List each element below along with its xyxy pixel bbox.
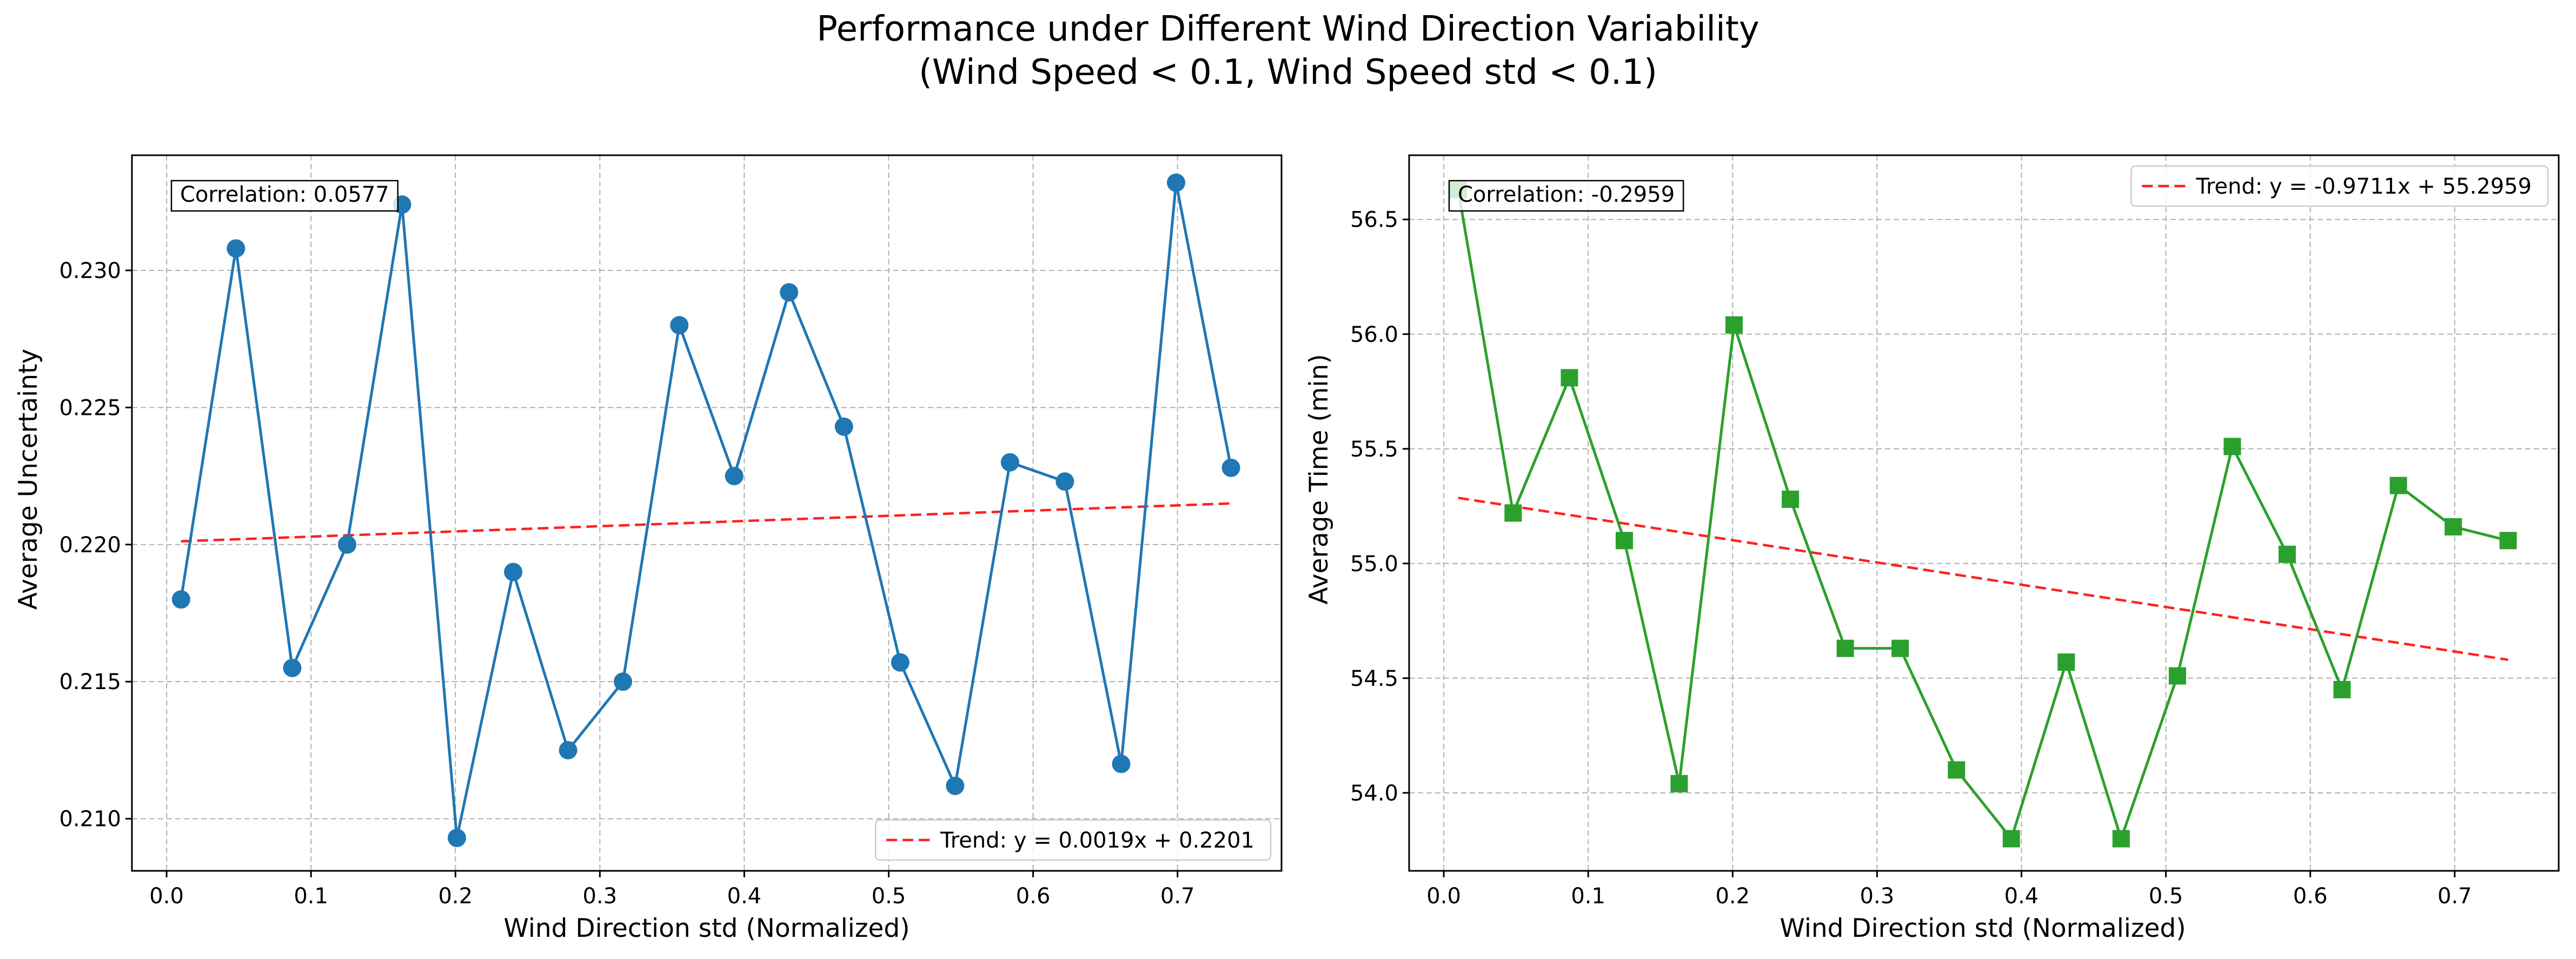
left-chart-data-point — [504, 563, 523, 581]
left-chart-data-point — [1167, 173, 1186, 192]
right-chart-x-axis-label: Wind Direction std (Normalized) — [1780, 914, 2186, 943]
left-chart-y-tick-label: 0.215 — [59, 670, 121, 695]
left-chart-x-axis-label: Wind Direction std (Normalized) — [503, 914, 909, 943]
right-chart-trend-line — [1458, 497, 2508, 662]
right-chart-y-tick-label: 55.5 — [1350, 437, 1398, 462]
left-chart-data-point — [1221, 458, 1240, 477]
left-chart-legend-label: Trend: y = 0.0019x + 0.2201 — [940, 828, 1254, 853]
right-chart-y-tick-label: 55.0 — [1350, 552, 1398, 577]
right-chart-x-tick-label: 0.0 — [1426, 884, 1461, 909]
left-chart-data-point — [337, 535, 356, 554]
figure-subtitle: (Wind Speed < 0.1, Wind Speed std < 0.1) — [919, 52, 1657, 92]
left-chart-y-axis-label: Average Uncertainty — [14, 349, 43, 610]
left-chart-data-point — [1112, 755, 1131, 773]
right-chart-data-point — [1725, 316, 1743, 334]
left-chart-x-tick-label: 0.0 — [149, 884, 184, 909]
right-chart-data-point — [1891, 639, 1909, 657]
right-chart-y-tick-label: 56.0 — [1350, 322, 1398, 347]
left-chart-legend-box — [874, 819, 1272, 861]
left-chart-data-point — [946, 776, 965, 795]
left-chart-y-tick-label: 0.230 — [59, 259, 121, 283]
right-chart-data-point — [2057, 653, 2075, 671]
left-chart-data-point — [891, 653, 909, 672]
right-chart-x-tick-label: 0.3 — [1860, 884, 1895, 909]
left-chart-correlation-box — [170, 180, 399, 212]
left-chart-data-point — [283, 658, 302, 677]
right-chart-data-point — [2223, 438, 2241, 455]
right-chart-correlation-text: Correlation: -0.2959 — [1458, 182, 1675, 207]
left-chart-data-point — [447, 829, 466, 848]
right-chart-series-line — [1457, 189, 2509, 841]
right-chart-correlation-box — [1448, 180, 1684, 212]
right-chart-axes-frame — [1408, 154, 2560, 872]
left-chart-data-point — [614, 672, 633, 691]
right-chart-x-tick-label: 0.2 — [1715, 884, 1750, 909]
left-chart-data-point — [670, 316, 689, 335]
left-chart-x-tick-label: 0.4 — [727, 884, 762, 909]
left-chart-data-point — [171, 590, 190, 609]
right-chart-y-tick-label: 54.0 — [1350, 781, 1398, 806]
left-chart-data-point — [780, 283, 799, 302]
left-chart-y-tick-label: 0.225 — [59, 395, 121, 420]
left-chart-uncertainty: Wind Direction std (Normalized) Average … — [14, 154, 1283, 943]
left-chart-data-point — [725, 467, 743, 486]
right-chart-y-tick-label: 54.5 — [1350, 666, 1398, 691]
left-chart-data-point — [834, 417, 853, 436]
left-chart-x-tick-label: 0.6 — [1016, 884, 1051, 909]
right-chart-data-point — [2499, 532, 2517, 550]
left-chart-x-tick-label: 0.1 — [294, 884, 328, 909]
right-chart-data-point — [1670, 775, 1688, 792]
right-chart-data-point — [2445, 518, 2462, 535]
right-chart-data-point — [1782, 491, 1800, 508]
figure-title: Performance under Different Wind Directi… — [816, 9, 1759, 49]
right-chart-data-point — [2002, 830, 2020, 848]
left-chart-x-tick-label: 0.7 — [1160, 884, 1195, 909]
right-chart-legend-box — [2130, 165, 2549, 207]
left-chart-correlation-text: Correlation: 0.0577 — [180, 182, 389, 207]
right-chart-x-tick-label: 0.6 — [2293, 884, 2328, 909]
right-chart-y-tick-label: 56.5 — [1350, 208, 1398, 233]
right-chart-data-point — [1948, 761, 1966, 779]
right-chart-x-tick-label: 0.1 — [1571, 884, 1605, 909]
right-chart-data-point — [2333, 681, 2351, 699]
right-chart-data-point — [2389, 477, 2407, 494]
right-chart-x-tick-label: 0.4 — [2004, 884, 2039, 909]
left-chart-data-point — [1055, 472, 1074, 491]
left-chart-y-tick-label: 0.220 — [59, 533, 121, 558]
left-chart-x-tick-label: 0.5 — [872, 884, 906, 909]
left-chart-y-tick-label: 0.210 — [59, 807, 121, 832]
right-chart-y-axis-label: Average Time (min) — [1304, 354, 1334, 604]
right-chart-data-point — [2278, 545, 2296, 563]
right-chart-data-point — [1504, 504, 1522, 522]
right-chart-x-tick-label: 0.5 — [2149, 884, 2183, 909]
right-chart-data-point — [2112, 830, 2130, 848]
left-chart-trend-line — [181, 502, 1231, 543]
left-chart-series-line — [180, 181, 1232, 839]
left-chart-data-point — [1000, 453, 1019, 472]
right-chart-data-point — [2168, 667, 2186, 685]
right-chart-legend-label: Trend: y = -0.9711x + 55.2959 — [2195, 174, 2532, 199]
right-chart-time: Wind Direction std (Normalized) Average … — [1304, 154, 2560, 943]
left-chart-x-tick-label: 0.3 — [583, 884, 618, 909]
right-chart-x-tick-label: 0.7 — [2438, 884, 2472, 909]
left-chart-data-point — [227, 239, 245, 258]
right-chart-data-point — [1561, 369, 1578, 387]
left-chart-data-point — [559, 740, 577, 759]
left-chart-x-tick-label: 0.2 — [438, 884, 473, 909]
left-chart-axes-frame — [131, 154, 1283, 872]
right-chart-data-point — [1615, 532, 1633, 550]
right-chart-data-point — [1836, 639, 1854, 657]
